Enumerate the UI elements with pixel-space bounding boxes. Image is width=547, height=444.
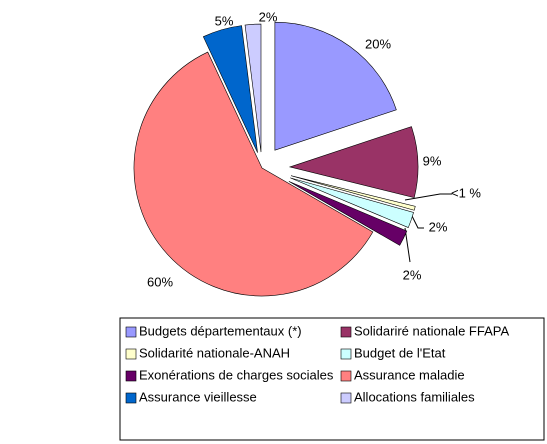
pie-slice	[133, 51, 374, 297]
legend-label: Solidariré nationale FFAPA	[354, 323, 509, 338]
value-label: 60%	[147, 274, 173, 289]
legend-swatch	[340, 370, 352, 382]
legend-swatch	[125, 348, 137, 360]
value-label: <1 %	[451, 185, 481, 200]
pie-slice	[290, 177, 414, 228]
pie-slice	[288, 181, 408, 246]
legend-label: Budget de l'Etat	[354, 345, 446, 360]
value-label: 9%	[423, 153, 442, 168]
legend-swatch	[125, 326, 137, 338]
value-label: 2%	[259, 9, 278, 24]
legend-swatch	[125, 370, 137, 382]
legend-swatch	[340, 392, 352, 404]
legend-label: Assurance maladie	[354, 367, 465, 382]
legend-swatch	[340, 326, 352, 338]
legend-label: Allocations familiales	[354, 389, 475, 404]
value-label: 2%	[429, 219, 448, 234]
value-label: 2%	[403, 267, 422, 282]
legend-label: Solidarité nationale-ANAH	[139, 345, 290, 360]
pie-slice	[244, 23, 262, 153]
legend-label: Assurance vieillesse	[139, 389, 257, 404]
legend-swatch	[125, 392, 137, 404]
value-label: 20%	[365, 36, 391, 51]
value-label: 5%	[215, 13, 234, 28]
leader-line	[404, 193, 452, 201]
legend-label: Budgets départementaux (*)	[139, 323, 302, 338]
pie-slice	[202, 25, 258, 153]
leader-line	[409, 211, 424, 229]
legend-box	[119, 317, 545, 441]
pie-slice	[274, 21, 397, 151]
pie-slice	[290, 175, 416, 211]
pie-slice	[288, 126, 419, 198]
legend-swatch	[340, 348, 352, 360]
legend-label: Exonérations de charges sociales	[139, 367, 334, 382]
